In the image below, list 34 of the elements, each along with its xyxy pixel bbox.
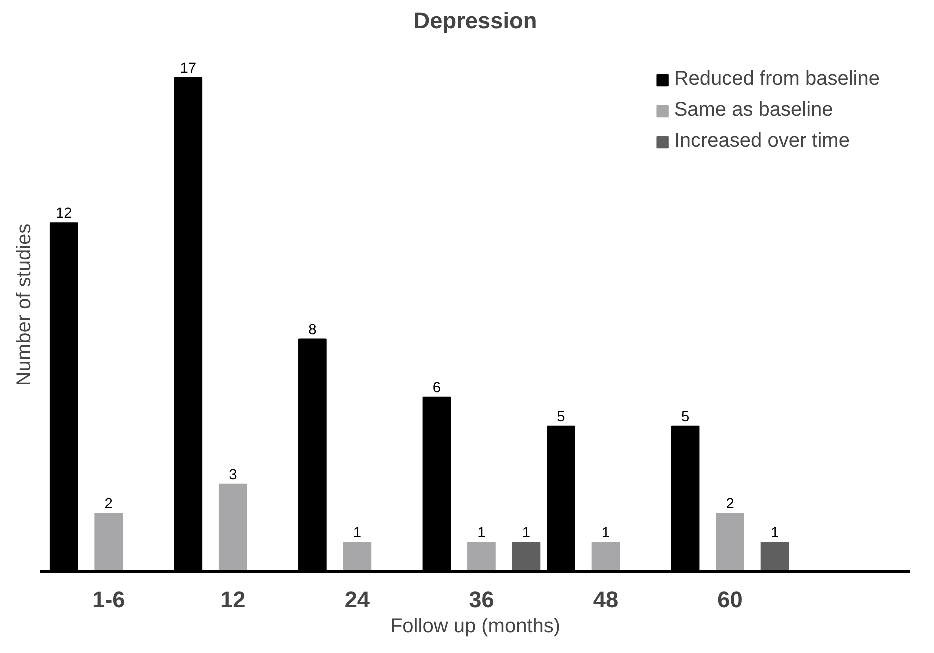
data-label: 17 (180, 60, 197, 77)
bar (760, 542, 790, 572)
bar (218, 484, 248, 572)
y-axis-title: Number of studies (14, 224, 36, 386)
x-tick-label: 1-6 (92, 586, 126, 612)
data-label: 2 (726, 496, 734, 512)
bar (94, 512, 124, 572)
x-tick-label: 24 (344, 586, 370, 612)
data-label: 1 (353, 525, 362, 542)
x-tick-label: 36 (469, 586, 494, 612)
chart-title: Depression (414, 8, 538, 34)
data-label: 1 (770, 525, 780, 542)
legend-label: Increased over time (674, 130, 850, 153)
legend-label: Reduced from baseline (674, 68, 880, 91)
data-label: 5 (557, 409, 566, 426)
bar (592, 542, 620, 572)
data-label: 8 (308, 322, 317, 338)
data-label: 5 (681, 409, 690, 426)
data-label: 1 (602, 525, 610, 542)
data-label: 12 (56, 206, 72, 222)
legend-label: Same as baseline (674, 99, 834, 122)
bar (468, 542, 496, 572)
x-tick-label: 60 (718, 586, 743, 612)
data-label: 1 (522, 525, 531, 542)
bar (512, 542, 541, 572)
x-axis-title: Follow up (months) (390, 616, 561, 638)
data-label: 3 (229, 467, 238, 484)
x-tick-label: 48 (593, 586, 619, 612)
data-label: 2 (104, 496, 113, 512)
bar (716, 512, 744, 572)
data-label: 6 (432, 380, 442, 396)
data-label: 1 (478, 525, 486, 542)
bar (343, 542, 372, 572)
x-tick-label: 12 (220, 586, 246, 612)
